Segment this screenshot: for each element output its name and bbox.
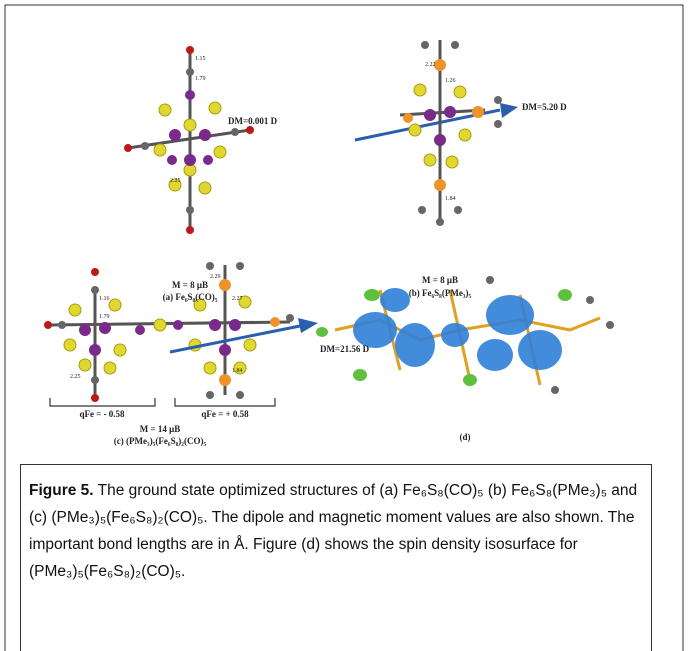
bond-length: 2.25 xyxy=(70,374,81,380)
molecule-b xyxy=(355,40,518,226)
moment-label: M = 8 μB xyxy=(172,280,208,290)
dipole-label: DM=5.20 D xyxy=(522,102,567,112)
bond-length: 1.26 xyxy=(445,78,456,84)
bond-length: 1.79 xyxy=(195,76,206,82)
bond-length: 1.84 xyxy=(445,196,456,202)
panel-caption: (a) Fe₆S₈(CO)₅ xyxy=(163,292,218,302)
bond-length: 2.29 xyxy=(210,274,221,280)
bond-length: 2.25 xyxy=(170,178,181,184)
dipole-label: DM=21.56 D xyxy=(320,344,370,354)
bond-length: 1.84 xyxy=(232,368,243,374)
moment-label: M = 8 μB xyxy=(422,275,458,285)
bond-length: 2.27 xyxy=(232,296,243,302)
charge-label: qFe = - 0.58 xyxy=(79,409,125,419)
figure-caption: Figure 5. The ground state optimized str… xyxy=(20,464,652,651)
bond-length: 2.22 xyxy=(425,62,436,68)
page: 1.15 1.79 2.25 DM=0.001 D M = 8 μB (a) F… xyxy=(0,0,688,651)
bond-length: 1.16 xyxy=(99,296,110,302)
caption-label: Figure 5. xyxy=(29,482,94,499)
panel-caption: (b) Fe₆S₈(PMe₃)₅ xyxy=(409,288,472,298)
panel-caption: (c) (PMe₃)₅(Fe₆S₈)₂(CO)₅ xyxy=(114,436,207,446)
bond-length: 1.15 xyxy=(195,56,206,62)
panel-caption: (d) xyxy=(460,432,471,442)
moment-label: M = 14 μB xyxy=(140,424,180,434)
bond-length: 1.79 xyxy=(99,314,110,320)
molecule-a xyxy=(124,46,254,234)
dipole-label: DM=0.001 D xyxy=(228,116,278,126)
caption-text: The ground state optimized structures of… xyxy=(29,482,637,580)
charge-label: qFe = + 0.58 xyxy=(201,409,249,419)
